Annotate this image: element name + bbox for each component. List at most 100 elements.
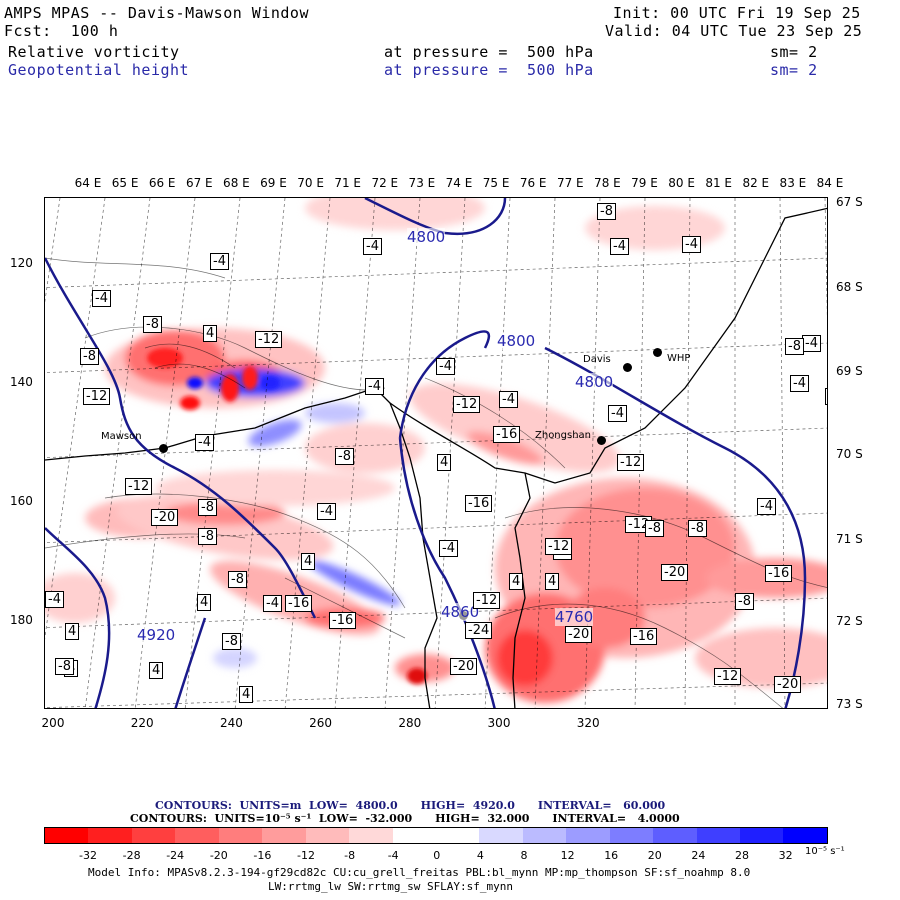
colorbar-tick-label: 28 [735, 849, 749, 862]
vorticity-contour-label: -8 [825, 388, 827, 405]
latlon-grid [45, 198, 827, 708]
lon-label: 78 E [594, 176, 621, 190]
x-tick-label: 200 [41, 716, 65, 730]
field2-level: at pressure = 500 hPa [384, 61, 594, 79]
vorticity-contour-label: 4 [197, 594, 212, 611]
vorticity-contour-label: -8 [222, 633, 241, 650]
lon-label: 67 E [185, 176, 213, 190]
colorbar-unit: 10⁻⁵ s⁻¹ [805, 846, 845, 857]
colorbar-tick-label: 4 [476, 849, 484, 862]
station-davis-marker[interactable] [623, 363, 632, 372]
lat-label: 70 S [836, 447, 863, 461]
plot-title: AMPS MPAS -- Davis-Mawson Window [4, 4, 309, 22]
height-contour-info: CONTOURS: UNITS=m LOW= 4800.0 HIGH= 4920… [155, 799, 666, 812]
station-whp-marker[interactable] [653, 348, 662, 357]
colorbar-tick-label: 8 [520, 849, 528, 862]
colorbar-tick-label: 12 [560, 849, 575, 862]
vorticity-contour-label: -4 [92, 290, 111, 307]
vorticity-contour-label: -8 [228, 571, 247, 588]
lon-label: 77 E [556, 176, 584, 190]
colorbar-swatch [653, 828, 697, 843]
vorticity-contour-label: 4 [149, 662, 164, 679]
valid-time: Valid: 04 UTC Tue 23 Sep 25 [605, 22, 863, 40]
colorbar-swatch [696, 828, 740, 843]
x-tick-label: 260 [309, 716, 333, 730]
vorticity-contour-label: -8 [785, 338, 804, 355]
y-tick-label: 120 [10, 256, 33, 270]
lon-label: 70 E [297, 176, 324, 190]
lon-label: 76 E [519, 176, 547, 190]
colorbar-tick-label: 16 [604, 849, 619, 862]
vorticity-contour-label: -8 [688, 520, 707, 537]
height-contour-label: 4800 [575, 373, 614, 391]
vorticity-cores [147, 348, 427, 684]
colorbar-swatch [783, 828, 827, 843]
vorticity-contour-label: -4 [317, 503, 336, 520]
vorticity-contour-label: -12 [255, 331, 283, 348]
x-tick-label: 240 [219, 716, 243, 730]
lon-label: 79 E [631, 176, 658, 190]
colorbar-tick-label: -20 [209, 849, 228, 862]
vorticity-contour-label: -4 [439, 540, 458, 557]
vorticity-contour-label: 4 [203, 325, 218, 342]
vorticity-contour-label: -12 [545, 538, 573, 555]
vorticity-contour-label: 4 [65, 623, 80, 640]
height-contour-label: 4860 [441, 603, 480, 621]
height-contour-label: 4800 [407, 228, 446, 246]
y-tick-label: 140 [10, 375, 33, 389]
vorticity-contour-label: -4 [757, 498, 776, 515]
colorbar-tick-label: 0 [433, 849, 441, 862]
colorbar-tick-label: 32 [778, 849, 793, 862]
colorbar-swatch [522, 828, 567, 843]
colorbar-tick-label: -28 [122, 849, 141, 862]
lon-label: 68 E [223, 176, 250, 190]
x-tick-label: 320 [576, 716, 600, 730]
station-mawson-marker[interactable] [159, 444, 168, 453]
lon-label: 82 E [742, 176, 770, 190]
field2-sm: sm= 2 [770, 61, 818, 79]
vorticity-contour-label: 4 [239, 686, 254, 703]
vorticity-contour-label: -8 [645, 520, 664, 537]
vorticity-contour-label: -20 [450, 658, 478, 675]
lon-label: 84 E [816, 176, 844, 190]
vorticity-contour-label: -8 [597, 203, 616, 220]
vorticity-contour-label: -4 [363, 238, 382, 255]
vorticity-contour-label: -16 [765, 565, 793, 582]
model-info: Model Info: MPASv8.2.3-194-gf29cd82c CU:… [88, 866, 750, 894]
colorbar-swatch [566, 828, 610, 843]
colorbar-swatch [305, 828, 350, 843]
vorticity-contour-label: 4 [545, 573, 560, 590]
lat-label: 69 S [836, 364, 863, 378]
vorticity-contour-label: -4 [608, 405, 627, 422]
lon-label: 74 E [445, 176, 473, 190]
vorticity-contour-label: -12 [473, 592, 501, 609]
lon-label: 80 E [668, 176, 695, 190]
lon-label: 75 E [482, 176, 510, 190]
colorbar-tick-label: 24 [691, 849, 706, 862]
colorbar-swatch [88, 828, 132, 843]
vorticity-contour-label: -20 [774, 676, 802, 693]
colorbar-swatch [435, 828, 480, 843]
field1-level: at pressure = 500 hPa [384, 43, 594, 61]
vorticity-contour-label: -20 [151, 509, 179, 526]
colorbar-swatch [262, 828, 306, 843]
vorticity-contour-label: -4 [210, 253, 229, 270]
y-tick-label: 180 [10, 613, 33, 627]
station-zhongshan-marker[interactable] [597, 436, 606, 445]
lon-label: 64 E [74, 176, 102, 190]
map-panel[interactable]: Mawson Davis WHP Zhongshan 4800 4800 4800 4… [44, 197, 828, 709]
lat-label: 68 S [836, 280, 863, 294]
x-tick-label: 280 [398, 716, 422, 730]
station-davis-label: Davis [583, 354, 611, 365]
vorticity-contour-label: -8 [335, 448, 354, 465]
height-contour-label: 4920 [137, 626, 176, 644]
vorticity-contour-label: -16 [493, 426, 521, 443]
colorbar-tick-label: 20 [647, 849, 662, 862]
vorticity-contour-label: -8 [143, 316, 162, 333]
field1-sm: sm= 2 [770, 43, 818, 61]
model-info-line1: Model Info: MPASv8.2.3-194-gf29cd82c CU:… [88, 866, 751, 879]
vorticity-contour-label: -8 [55, 658, 74, 675]
station-mawson-label: Mawson [101, 431, 142, 442]
vorticity-contour-info: CONTOURS: UNITS=10⁻⁵ s⁻¹ LOW= -32.000 HI… [130, 812, 680, 825]
vorticity-contour-label: -16 [285, 595, 313, 612]
